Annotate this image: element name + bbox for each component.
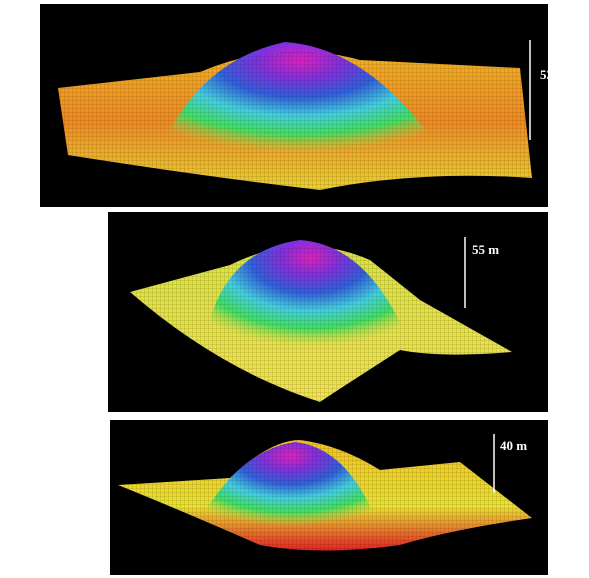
scale-label: 55 m [472, 242, 499, 257]
scale-label: 53 m [540, 67, 567, 82]
scale-label: 40 m [500, 438, 527, 453]
figure: 53 m 55 m 40 m [0, 0, 589, 578]
